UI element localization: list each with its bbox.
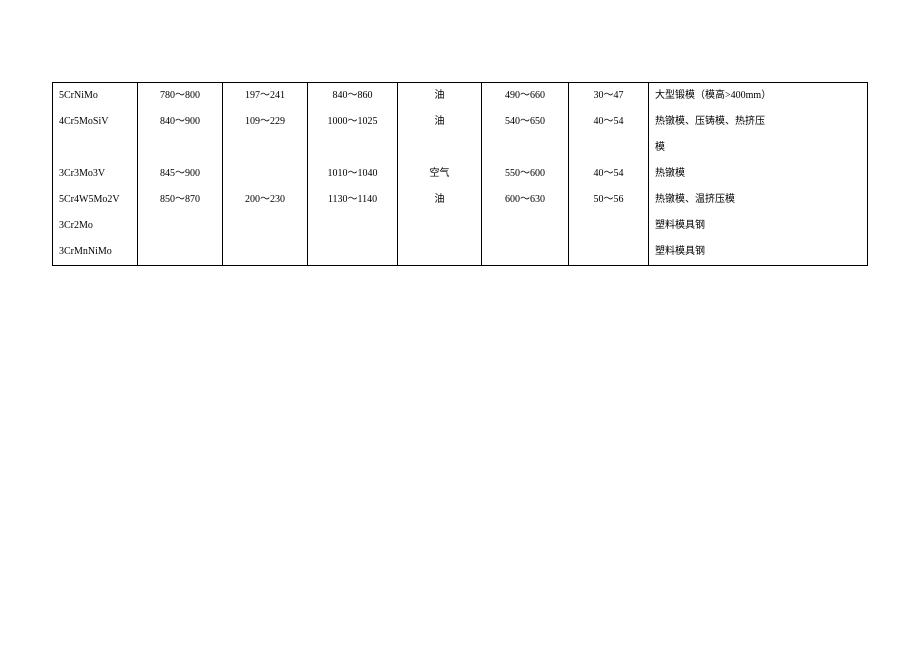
cell-col5: 600～630: [482, 187, 569, 213]
cell-col5: [482, 135, 569, 161]
cell-usage: 模: [649, 135, 868, 161]
cell-col4: [398, 213, 482, 239]
cell-col2: [223, 161, 308, 187]
cell-col6: [569, 213, 649, 239]
cell-col1: 850～870: [138, 187, 223, 213]
cell-col1: [138, 135, 223, 161]
cell-col1: [138, 213, 223, 239]
table-row: 3Cr3Mo3V 845～900 1010～1040 空气 550～600 40…: [53, 161, 868, 187]
cell-col4: 油: [398, 187, 482, 213]
cell-col3: 1010～1040: [308, 161, 398, 187]
cell-col1: 780～800: [138, 83, 223, 110]
steel-table: 5CrNiMo 780～800 197～241 840～860 油 490～66…: [52, 82, 868, 266]
cell-col6: [569, 135, 649, 161]
cell-col4: 油: [398, 83, 482, 110]
cell-col3: [308, 239, 398, 266]
cell-col3: [308, 135, 398, 161]
cell-col6: [569, 239, 649, 266]
cell-grade: 3Cr2Mo: [53, 213, 138, 239]
page: 5CrNiMo 780～800 197～241 840～860 油 490～66…: [0, 0, 920, 266]
cell-usage: 大型锻模（模高>400mm）: [649, 83, 868, 110]
cell-col6: 50～56: [569, 187, 649, 213]
table-row: 5Cr4W5Mo2V 850～870 200～230 1130～1140 油 6…: [53, 187, 868, 213]
cell-usage: 热镦模、压铸模、热挤压: [649, 109, 868, 135]
cell-col2: 200～230: [223, 187, 308, 213]
cell-col5: 540～650: [482, 109, 569, 135]
cell-grade: 3Cr3Mo3V: [53, 161, 138, 187]
cell-col5: [482, 239, 569, 266]
cell-col4: [398, 135, 482, 161]
cell-col2: 109～229: [223, 109, 308, 135]
cell-col2: [223, 135, 308, 161]
cell-col3: 840～860: [308, 83, 398, 110]
cell-grade: 4Cr5MoSiV: [53, 109, 138, 135]
cell-col1: [138, 239, 223, 266]
cell-col6: 40～54: [569, 109, 649, 135]
cell-col3: [308, 213, 398, 239]
table-body: 5CrNiMo 780～800 197～241 840～860 油 490～66…: [53, 83, 868, 266]
cell-col4: 油: [398, 109, 482, 135]
cell-col6: 30～47: [569, 83, 649, 110]
cell-usage: 热镦模、温挤压模: [649, 187, 868, 213]
cell-col6: 40～54: [569, 161, 649, 187]
cell-usage: 热镦模: [649, 161, 868, 187]
table-row: 模: [53, 135, 868, 161]
cell-col4: 空气: [398, 161, 482, 187]
table-row: 4Cr5MoSiV 840～900 109～229 1000～1025 油 54…: [53, 109, 868, 135]
table-row: 3CrMnNiMo 塑料模具钢: [53, 239, 868, 266]
cell-col3: 1130～1140: [308, 187, 398, 213]
cell-col4: [398, 239, 482, 266]
cell-col2: [223, 213, 308, 239]
table-row: 3Cr2Mo 塑料模具钢: [53, 213, 868, 239]
cell-grade: [53, 135, 138, 161]
cell-col1: 840～900: [138, 109, 223, 135]
cell-usage: 塑料模具钢: [649, 213, 868, 239]
table-row: 5CrNiMo 780～800 197～241 840～860 油 490～66…: [53, 83, 868, 110]
cell-col3: 1000～1025: [308, 109, 398, 135]
cell-grade: 5CrNiMo: [53, 83, 138, 110]
cell-col1: 845～900: [138, 161, 223, 187]
cell-col5: 490～660: [482, 83, 569, 110]
cell-grade: 3CrMnNiMo: [53, 239, 138, 266]
cell-col2: 197～241: [223, 83, 308, 110]
cell-col5: 550～600: [482, 161, 569, 187]
cell-grade: 5Cr4W5Mo2V: [53, 187, 138, 213]
cell-usage: 塑料模具钢: [649, 239, 868, 266]
cell-col2: [223, 239, 308, 266]
cell-col5: [482, 213, 569, 239]
